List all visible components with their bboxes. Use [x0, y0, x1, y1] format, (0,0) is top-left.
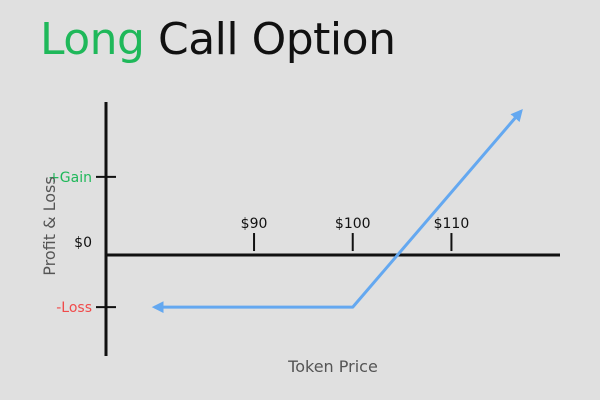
x-tick-label: $110 [434, 216, 470, 232]
y-axis-title: Profit & Loss [40, 176, 59, 275]
y-tick-label: +Gain [48, 170, 92, 186]
x-axis-title: Token Price [287, 357, 378, 376]
x-tick-label: $90 [241, 216, 268, 232]
y-tick-label: -Loss [56, 300, 92, 316]
x-tick-group: $90 $100 $110 [241, 216, 470, 252]
payoff-layer [151, 109, 523, 314]
y-tick-label: $0 [74, 235, 92, 251]
x-tick-label: $100 [335, 216, 371, 232]
page-title: Long Call Option [40, 14, 396, 67]
title-accent-word: Long [40, 14, 145, 65]
title-rest: Call Option [157, 14, 396, 65]
payoff-line [151, 109, 523, 314]
y-tick-group: +Gain $0 -Loss [48, 170, 116, 316]
